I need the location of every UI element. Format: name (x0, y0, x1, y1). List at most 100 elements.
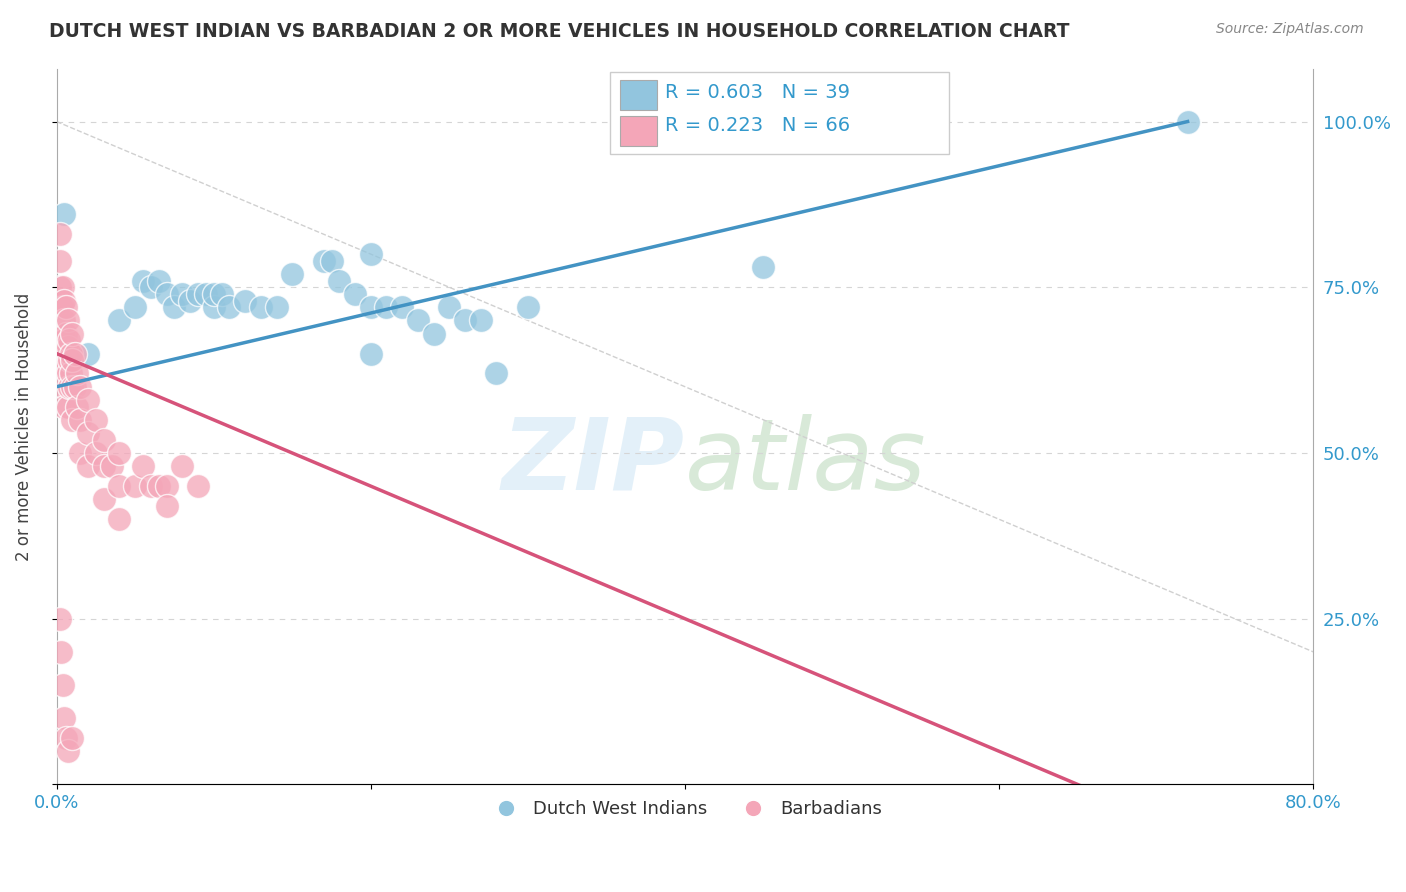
Point (51, 645, 73, 659)
Text: atlas: atlas (685, 414, 927, 511)
Point (218, 300, 240, 314)
Point (48, 227, 70, 242)
Point (360, 300, 382, 314)
Point (155, 479, 177, 493)
Point (66, 367, 89, 381)
Point (84, 413, 107, 427)
Point (52, 300, 75, 314)
Point (485, 367, 508, 381)
Point (53, 400, 76, 414)
Point (93, 459, 115, 474)
Point (202, 300, 225, 314)
Point (344, 286, 367, 301)
Point (360, 346, 382, 360)
Point (250, 300, 273, 314)
Point (60, 731, 83, 745)
Point (59, 346, 82, 360)
FancyBboxPatch shape (620, 116, 657, 145)
Point (139, 280, 162, 294)
Point (48, 612, 70, 626)
Point (391, 300, 413, 314)
Point (56, 744, 79, 758)
Point (66, 400, 89, 414)
Point (148, 274, 170, 288)
Point (58, 380, 80, 394)
Point (77, 392, 100, 407)
Point (60, 353, 83, 368)
Point (148, 479, 170, 493)
Point (69, 413, 91, 427)
Point (172, 286, 194, 301)
Point (60, 413, 83, 427)
Point (56, 367, 79, 381)
Point (53, 293, 76, 308)
Point (454, 313, 477, 327)
Point (132, 459, 155, 474)
Text: R = 0.603   N = 39: R = 0.603 N = 39 (665, 83, 849, 102)
Point (60, 380, 83, 394)
Point (211, 286, 233, 301)
Point (77, 459, 100, 474)
Point (55, 300, 77, 314)
Point (53, 313, 76, 327)
Point (187, 479, 209, 493)
Point (108, 313, 131, 327)
Point (56, 340, 79, 354)
Point (752, 260, 775, 275)
Point (470, 313, 492, 327)
Text: DUTCH WEST INDIAN VS BARBADIAN 2 OR MORE VEHICLES IN HOUSEHOLD CORRELATION CHART: DUTCH WEST INDIAN VS BARBADIAN 2 OR MORE… (49, 22, 1070, 41)
Point (108, 446, 131, 460)
FancyBboxPatch shape (610, 72, 949, 154)
Point (93, 492, 115, 507)
Point (52, 678, 75, 692)
Point (266, 300, 288, 314)
Point (58, 353, 80, 368)
Point (56, 400, 79, 414)
Point (53, 711, 76, 725)
Point (58, 334, 80, 348)
Point (77, 426, 100, 441)
Point (194, 286, 217, 301)
Point (187, 286, 209, 301)
Point (69, 380, 91, 394)
Point (124, 479, 146, 493)
Point (233, 293, 256, 308)
Point (48, 253, 70, 268)
Point (516, 300, 538, 314)
FancyBboxPatch shape (620, 80, 657, 110)
Text: ZIP: ZIP (502, 414, 685, 511)
Point (55, 731, 77, 745)
Point (65, 346, 87, 360)
Point (59, 367, 82, 381)
Point (179, 293, 201, 308)
Point (77, 346, 100, 360)
Point (155, 499, 177, 513)
Point (100, 459, 122, 474)
Point (439, 300, 461, 314)
Point (422, 326, 444, 341)
Point (52, 326, 75, 341)
Point (60, 326, 83, 341)
Y-axis label: 2 or more Vehicles in Household: 2 or more Vehicles in Household (15, 293, 32, 560)
Point (51, 300, 73, 314)
Point (51, 326, 73, 341)
Point (53, 207, 76, 221)
Text: R = 0.223   N = 66: R = 0.223 N = 66 (665, 117, 851, 136)
Point (124, 300, 146, 314)
Point (56, 313, 79, 327)
Point (202, 286, 225, 301)
Point (53, 359, 76, 374)
Point (51, 346, 73, 360)
Point (172, 459, 194, 474)
Point (93, 433, 115, 447)
Text: Source: ZipAtlas.com: Source: ZipAtlas.com (1216, 22, 1364, 37)
Point (48, 280, 70, 294)
Point (321, 253, 343, 268)
Point (108, 479, 131, 493)
Point (312, 253, 335, 268)
Point (108, 512, 131, 526)
Point (360, 247, 382, 261)
Point (52, 280, 75, 294)
Point (84, 446, 107, 460)
Point (53, 380, 76, 394)
